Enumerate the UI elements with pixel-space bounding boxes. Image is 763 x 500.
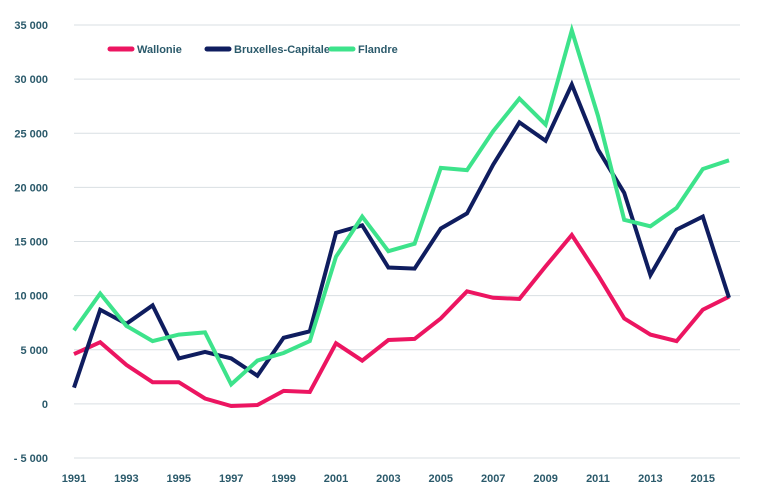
legend-label: Flandre xyxy=(358,44,398,56)
x-tick-label: 2009 xyxy=(533,473,557,485)
y-tick-label: - 5 000 xyxy=(14,453,48,465)
y-tick-label: 25 000 xyxy=(14,128,48,140)
x-tick-label: 2015 xyxy=(691,473,715,485)
y-tick-label: 0 xyxy=(42,399,48,411)
series-line-flandre xyxy=(72,23,730,388)
series-line-bruxelles-capitale xyxy=(72,79,731,389)
y-tick-label: 30 000 xyxy=(14,74,48,86)
x-tick-label: 2013 xyxy=(638,473,662,485)
legend-label: Wallonie xyxy=(137,44,182,56)
x-tick-label: 2001 xyxy=(324,473,348,485)
series-line-wallonie xyxy=(73,231,730,409)
x-tick-label: 2007 xyxy=(481,473,505,485)
y-axis: 35 000 30 000 25 000 20 000 15 000 10 000 5 00… xyxy=(14,20,48,465)
y-tick-label: 20 000 xyxy=(14,182,48,194)
y-tick-label: 15 000 xyxy=(14,237,48,249)
x-tick-label: 1991 xyxy=(62,473,86,485)
x-axis: 1991 1993 1995 1997 1999 2001 2003 2005 2007 2009… xyxy=(62,473,715,485)
x-tick-label: 1993 xyxy=(114,473,138,485)
y-tick-label: 35 000 xyxy=(14,20,48,32)
x-tick-label: 2003 xyxy=(376,473,400,485)
x-tick-label: 2011 xyxy=(586,473,610,485)
x-tick-label: 2005 xyxy=(429,473,453,485)
legend: Wallonie Bruxelles-Capitale Flandre xyxy=(107,44,398,56)
y-tick-label: 5 000 xyxy=(20,345,48,357)
x-tick-label: 1999 xyxy=(271,473,295,485)
y-tick-label: 10 000 xyxy=(14,291,48,303)
x-tick-label: 1995 xyxy=(167,473,191,485)
legend-label: Bruxelles-Capitale xyxy=(234,44,330,56)
grid xyxy=(74,24,740,459)
x-tick-label: 1997 xyxy=(219,473,243,485)
series-lines xyxy=(72,23,731,409)
